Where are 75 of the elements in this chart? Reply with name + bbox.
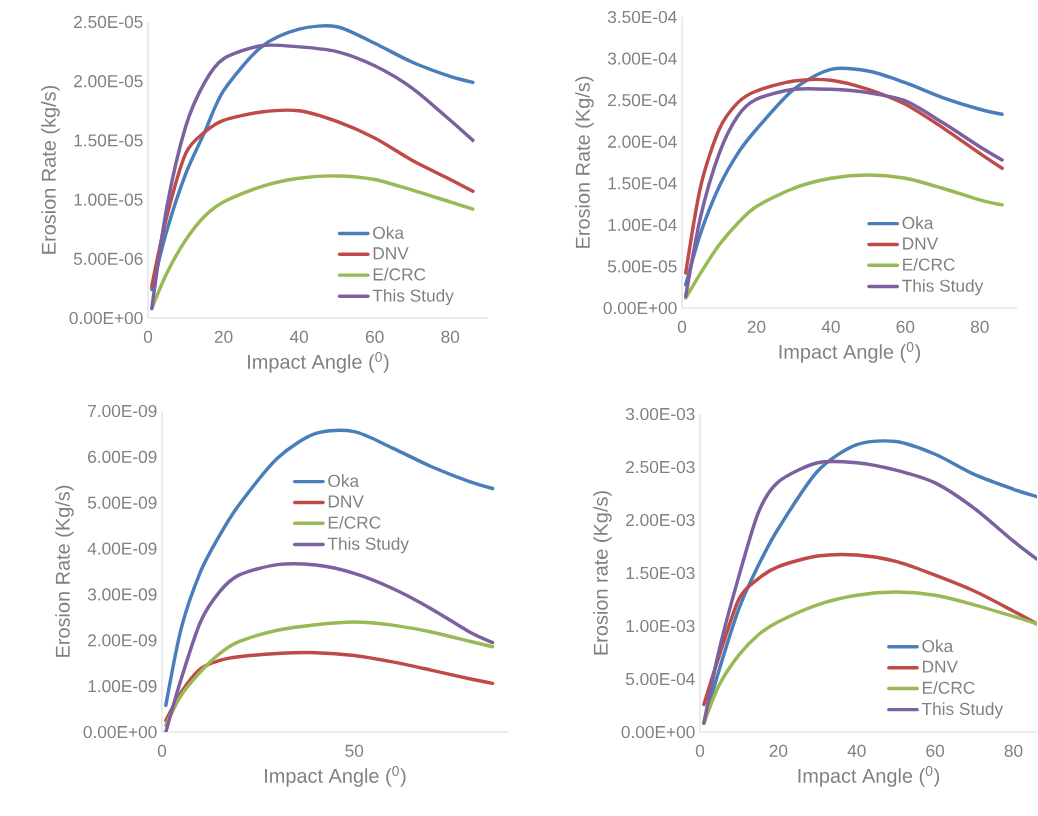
legend-label: E/CRC	[922, 681, 975, 694]
x-tick-label: 20	[214, 330, 233, 343]
y-axis-title: Erosion Rate (Kg/s)	[575, 76, 594, 248]
y-tick-label: 2.00E-05	[74, 75, 143, 88]
y-tick-label: 5.00E-04	[625, 672, 695, 686]
line-series	[164, 428, 495, 708]
x-axis-title: Impact Angle ($^{0}$)	[248, 352, 389, 373]
y-tick-label: 2.50E-05	[74, 15, 143, 29]
y-tick-label: 2.00E-03	[626, 513, 695, 527]
y-tick-label: 3.00E-04	[607, 52, 677, 65]
x-tick-label: 80	[441, 330, 460, 343]
y-tick-label: 3.50E-04	[607, 10, 677, 24]
y-tick-label: 1.00E-09	[88, 680, 157, 693]
legend-label: Oka	[902, 216, 934, 230]
y-tick-label: 0.00E+00	[83, 725, 157, 739]
y-tick-label: 0.00E+00	[603, 301, 677, 315]
x-axis-title: Impact Angle ($^{0}$)	[798, 766, 940, 787]
y-tick-label: 5.00E-09	[87, 496, 157, 509]
y-tick-label: 1.50E-05	[74, 134, 143, 147]
y-tick-label: 2.00E-04	[608, 135, 677, 148]
legend-label: DNV	[373, 247, 409, 260]
legend-label: Oka	[328, 474, 360, 488]
y-tick-label: 1.00E-03	[626, 619, 695, 633]
legend-label: This Study	[372, 289, 454, 306]
legend-label: E/CRC	[328, 516, 381, 529]
y-tick-label: 3.00E-03	[625, 407, 695, 421]
x-tick-label: 0	[695, 744, 705, 757]
x-axis-title: Impact Angle ($^{0}$)	[779, 342, 921, 363]
line-series	[684, 173, 1004, 300]
line-series	[164, 620, 495, 727]
legend-label: Oka	[373, 226, 404, 239]
y-axis-title: Erosion Rate (kg/s)	[41, 86, 60, 254]
y-tick-label: 2.50E-03	[626, 460, 695, 474]
x-axis-title: Impact Angle ($^{0}$)	[265, 766, 406, 787]
y-axis-title: Erosion Rate (Kg/s)	[55, 485, 74, 657]
legend-label: This Study	[327, 537, 409, 554]
x-tick-label: 50	[345, 744, 364, 757]
x-tick-label: 60	[896, 320, 915, 333]
y-tick-label: 1.50E-03	[626, 566, 695, 580]
y-axis-title: Erosion rate (Kg/s)	[593, 491, 612, 655]
y-tick-label: 0.00E+00	[621, 725, 695, 739]
y-tick-label: 1.50E-04	[608, 177, 677, 190]
y-tick-label: 5.00E-06	[73, 252, 143, 265]
legend-label: DNV	[328, 495, 364, 508]
x-tick-label: 40	[847, 744, 866, 757]
line-series	[164, 650, 495, 723]
x-tick-label: 80	[1004, 744, 1023, 757]
y-tick-label: 7.00E-09	[88, 404, 157, 418]
y-tick-label: 1.00E-05	[74, 193, 143, 206]
y-tick-label: 5.00E-05	[607, 260, 677, 273]
x-tick-label: 0	[677, 320, 687, 333]
legend-label: DNV	[922, 660, 958, 673]
y-tick-label: 2.50E-04	[608, 94, 677, 107]
x-tick-label: 20	[769, 744, 788, 757]
y-tick-label: 3.00E-09	[87, 588, 157, 601]
y-tick-label: 0.00E+00	[69, 311, 143, 325]
legend-label: E/CRC	[373, 267, 426, 281]
x-tick-label: 60	[365, 330, 384, 343]
x-tick-label: 40	[289, 330, 309, 343]
y-tick-label: 1.00E-04	[608, 218, 677, 231]
legend-label: This Study	[921, 702, 1004, 719]
x-tick-label: 0	[157, 744, 167, 757]
legend-label: E/CRC	[903, 258, 955, 271]
y-tick-label: 2.00E-09	[88, 634, 157, 647]
legend-label: DNV	[903, 237, 939, 250]
y-tick-label: 4.00E-09	[87, 542, 157, 555]
x-tick-label: 80	[970, 320, 989, 333]
x-tick-label: 20	[747, 320, 766, 333]
x-tick-label: 60	[926, 744, 945, 757]
line-series	[164, 562, 495, 732]
x-tick-label: 0	[143, 330, 153, 343]
y-tick-label: 6.00E-09	[88, 450, 157, 463]
legend-label: This Study	[902, 279, 984, 296]
x-tick-label: 40	[821, 320, 840, 333]
legend-label: Oka	[922, 639, 954, 653]
